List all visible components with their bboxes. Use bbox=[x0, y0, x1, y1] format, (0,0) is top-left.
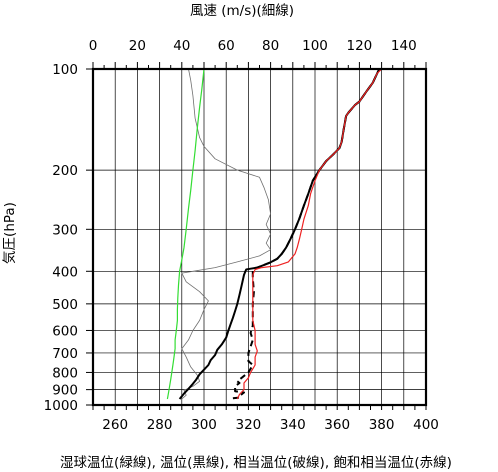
series-line-4 bbox=[236, 68, 383, 400]
top-tick-label: 100 bbox=[302, 38, 328, 54]
series-line-1 bbox=[166, 68, 205, 400]
left-tick-label: 600 bbox=[52, 323, 78, 339]
top-tick-label: 0 bbox=[89, 38, 98, 54]
left-tick-label: 800 bbox=[52, 365, 78, 381]
bottom-tick-label: 360 bbox=[324, 417, 350, 433]
bottom-tick-label: 400 bbox=[413, 417, 439, 433]
left-tick-label: 300 bbox=[52, 222, 78, 238]
left-tick-label: 900 bbox=[52, 383, 78, 399]
left-tick-label: 700 bbox=[52, 346, 78, 362]
bottom-tick-label: 280 bbox=[147, 417, 173, 433]
grid-lines bbox=[93, 68, 426, 406]
top-tick-label: 60 bbox=[218, 38, 235, 54]
bottom-tick-label: 300 bbox=[191, 417, 217, 433]
left-tick-label: 500 bbox=[52, 297, 78, 313]
plot-frame bbox=[91, 67, 428, 407]
series-layer bbox=[166, 68, 383, 400]
top-tick-label: 20 bbox=[129, 38, 146, 54]
plot-border bbox=[91, 67, 428, 407]
bottom-tick-label: 340 bbox=[280, 417, 306, 433]
bottom-tick-label: 320 bbox=[236, 417, 262, 433]
left-tick-label: 200 bbox=[52, 163, 78, 179]
left-tick-label: 400 bbox=[52, 264, 78, 280]
top-tick-label: 120 bbox=[347, 38, 373, 54]
top-axis-title: 風速 (m/s)(細線) bbox=[190, 3, 294, 19]
bottom-tick-label: 380 bbox=[369, 417, 395, 433]
top-tick-label: 80 bbox=[262, 38, 279, 54]
top-tick-label: 40 bbox=[173, 38, 190, 54]
y-axis-title: 気圧(hPa) bbox=[2, 202, 18, 264]
left-tick-label: 1000 bbox=[44, 398, 78, 414]
bottom-tick-label: 260 bbox=[102, 417, 128, 433]
tick-labels: 260 280 300 320 340 360 380 400 0 20 40 60 80 100 120 1… bbox=[44, 38, 439, 433]
series-line-2 bbox=[178, 68, 381, 400]
left-tick-label: 100 bbox=[52, 62, 78, 78]
series-line-3 bbox=[232, 68, 381, 400]
top-tick-label: 140 bbox=[391, 38, 417, 54]
tick-marks bbox=[86, 62, 427, 410]
bottom-axis-title: 湿球温位(緑線), 温位(黒線), 相当温位(破線), 飽和相当温位(赤線) bbox=[60, 455, 452, 471]
series-line-0 bbox=[181, 68, 272, 400]
